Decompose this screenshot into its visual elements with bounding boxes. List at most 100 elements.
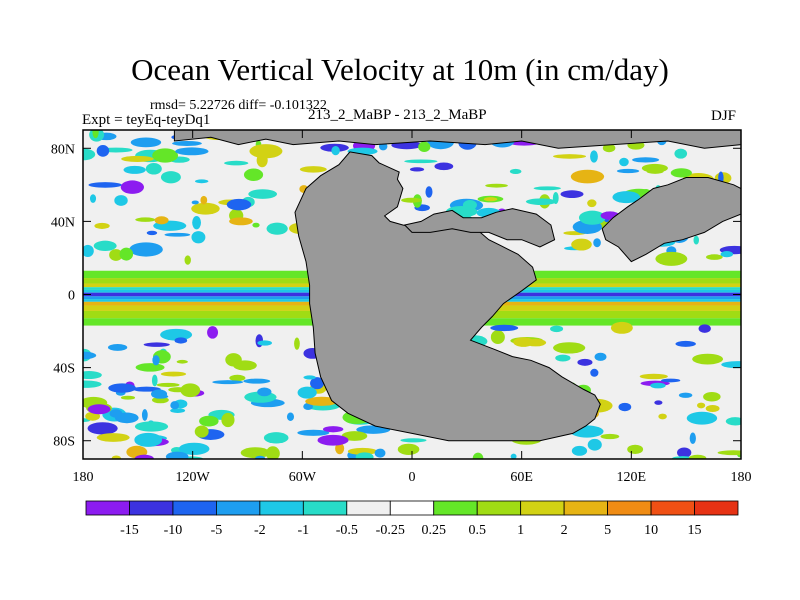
velocity-patch [374,448,386,458]
velocity-patch [686,411,718,425]
velocity-patch [176,359,188,364]
velocity-patch [322,426,344,433]
velocity-patch [553,154,587,159]
velocity-patch [146,230,158,236]
velocity-patch [472,452,484,459]
velocity-patch [297,386,317,399]
velocity-patch [485,183,508,188]
velocity-patch [141,409,148,421]
velocity-patch [602,143,616,153]
experiment-label: Expt = teyEq-teyDq1 [82,112,211,128]
velocity-patch [612,191,641,204]
velocity-patch [134,454,154,459]
velocity-patch [107,343,128,351]
velocity-patch [693,235,699,245]
velocity-patch [164,232,191,237]
velocity-patch [109,409,123,418]
velocity-patch [678,392,693,398]
velocity-patch [400,438,427,443]
velocity-patch [130,137,162,148]
x-tick-label: 120E [617,470,647,485]
velocity-patch [229,217,253,226]
colorbar-label: 0.5 [468,523,486,538]
velocity-patch [120,395,136,400]
velocity-patch [199,415,219,427]
y-tick-label: 80S [53,435,75,450]
velocity-patch [221,412,235,428]
velocity-patch [490,324,519,332]
velocity-patch [229,374,246,382]
velocity-patch [248,189,278,199]
velocity-patch [632,157,660,163]
velocity-patch [132,386,161,392]
velocity-patch [725,417,741,426]
land-mass [173,130,741,149]
velocity-patch [184,255,191,265]
colorbar-label: -0.25 [376,523,405,538]
velocity-patch [677,447,692,458]
colorbar-box [694,500,739,516]
velocity-patch [674,148,688,159]
velocity-patch [303,375,316,380]
colorbar-box [129,500,174,516]
velocity-patch [194,179,209,184]
velocity-patch [165,451,189,459]
velocity-patch [88,182,122,188]
rmsd-diff-stats: rmsd= 5.22726 diff= -0.101322 [150,98,327,113]
velocity-patch [151,374,158,387]
velocity-patch [525,198,557,205]
velocity-patch [191,200,199,205]
velocity-patch [145,163,162,175]
velocity-patch [717,450,741,456]
velocity-patch [96,144,110,157]
velocity-patch [654,400,663,405]
velocity-patch [661,378,681,383]
velocity-patch [577,358,593,366]
colorbar-label: -10 [164,523,183,538]
velocity-patch [675,340,696,347]
runs-label: 213_2_MaBP - 213_2_MaBP [308,107,487,123]
colorbar-label: -5 [211,523,223,538]
velocity-patch [593,238,601,248]
velocity-patch [689,432,696,445]
velocity-patch [134,421,169,432]
velocity-patch [94,222,110,229]
velocity-patch [194,425,209,438]
velocity-patch [555,354,571,362]
velocity-patch [257,340,273,346]
land-mass [403,208,556,248]
velocity-patch [114,195,128,206]
velocity-patch [462,200,477,211]
velocity-patch [670,168,692,178]
velocity-patch [121,155,154,162]
velocity-patch [83,371,102,380]
velocity-patch [594,352,607,361]
velocity-patch [152,355,160,366]
velocity-patch [240,447,271,459]
velocity-patch [129,242,163,257]
colorbar-label: 15 [688,523,702,538]
velocity-patch [286,412,295,422]
velocity-patch [434,162,454,171]
velocity-patch [610,321,633,334]
velocity-patch [553,342,586,354]
velocity-patch [192,215,201,230]
velocity-patch [297,429,330,436]
velocity-patch [160,171,181,184]
velocity-patch [639,373,668,380]
colorbar-box [259,500,304,516]
velocity-patch [83,148,96,161]
colorbar-box [607,500,652,516]
velocity-patch [156,382,180,387]
velocity-patch [257,387,272,397]
velocity-patch [224,160,249,166]
colorbar-label: -0.5 [336,523,358,538]
velocity-patch [191,231,206,244]
velocity-patch [641,163,668,173]
velocity-patch [303,402,313,411]
velocity-patch [341,431,368,441]
velocity-patch [533,186,561,191]
velocity-patch [87,404,111,415]
colorbar-label: 5 [604,523,611,538]
colorbar-label: -1 [297,523,309,538]
